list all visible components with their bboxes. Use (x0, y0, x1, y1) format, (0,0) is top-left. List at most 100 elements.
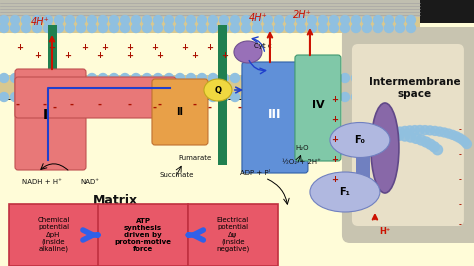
Circle shape (411, 133, 421, 143)
Circle shape (209, 93, 218, 102)
Circle shape (384, 23, 393, 32)
Circle shape (340, 73, 349, 82)
Bar (356, 155, 370, 180)
Text: Chemical
potential
ΔpH
(inside
alkaline): Chemical potential ΔpH (inside alkaline) (37, 218, 70, 252)
Circle shape (154, 23, 163, 32)
Circle shape (296, 23, 305, 32)
Circle shape (401, 126, 410, 135)
Circle shape (351, 23, 360, 32)
Circle shape (308, 15, 317, 24)
Circle shape (444, 129, 453, 138)
Text: -: - (458, 222, 461, 228)
Circle shape (460, 137, 469, 146)
Circle shape (376, 130, 386, 140)
Circle shape (230, 15, 239, 24)
Text: -: - (16, 100, 20, 110)
Circle shape (379, 132, 388, 141)
Text: -: - (458, 152, 461, 158)
Circle shape (253, 93, 262, 102)
Text: II: II (176, 107, 183, 117)
FancyBboxPatch shape (310, 23, 474, 266)
Text: +: + (331, 115, 338, 124)
Circle shape (274, 93, 283, 102)
Circle shape (241, 93, 250, 102)
Circle shape (21, 73, 30, 82)
Circle shape (21, 93, 30, 102)
Circle shape (368, 140, 377, 148)
Circle shape (395, 73, 404, 82)
Circle shape (76, 73, 85, 82)
Circle shape (99, 93, 108, 102)
Text: IV: IV (311, 100, 324, 110)
Circle shape (44, 15, 53, 24)
Circle shape (65, 93, 74, 102)
Bar (0, 30, 420, 80)
Circle shape (274, 15, 283, 24)
Circle shape (340, 23, 349, 32)
Circle shape (131, 23, 140, 32)
Ellipse shape (310, 172, 380, 212)
Circle shape (209, 23, 218, 32)
Circle shape (175, 15, 184, 24)
Circle shape (345, 139, 355, 149)
Text: III: III (268, 109, 282, 122)
Circle shape (340, 93, 349, 102)
Circle shape (274, 73, 283, 82)
Circle shape (164, 23, 173, 32)
Circle shape (319, 93, 328, 102)
Circle shape (296, 15, 305, 24)
Circle shape (359, 133, 369, 143)
Text: +: + (156, 51, 164, 60)
Circle shape (308, 23, 317, 32)
Text: Fumarate: Fumarate (178, 155, 211, 161)
Circle shape (433, 145, 443, 155)
Text: F₀: F₀ (355, 135, 365, 145)
FancyBboxPatch shape (242, 62, 308, 173)
Circle shape (209, 15, 218, 24)
Circle shape (198, 73, 207, 82)
Circle shape (10, 15, 19, 24)
Circle shape (44, 23, 53, 32)
Text: +: + (64, 51, 72, 60)
Circle shape (406, 73, 415, 82)
Circle shape (420, 126, 429, 135)
Ellipse shape (371, 103, 399, 193)
Circle shape (120, 93, 129, 102)
Text: I: I (43, 108, 47, 122)
Circle shape (253, 15, 262, 24)
Text: ½O₂ + 2H⁺: ½O₂ + 2H⁺ (282, 159, 321, 165)
Circle shape (0, 93, 9, 102)
Circle shape (154, 73, 163, 82)
Circle shape (44, 93, 53, 102)
Text: 4H⁺: 4H⁺ (31, 17, 49, 27)
Circle shape (164, 73, 173, 82)
Circle shape (21, 23, 30, 32)
Circle shape (198, 93, 207, 102)
Text: +: + (82, 43, 89, 52)
Circle shape (219, 15, 228, 24)
Text: +: + (35, 51, 42, 60)
Text: -: - (43, 100, 47, 110)
Circle shape (55, 73, 64, 82)
Circle shape (388, 130, 398, 140)
FancyBboxPatch shape (152, 79, 208, 145)
Circle shape (219, 73, 228, 82)
Circle shape (131, 73, 140, 82)
Circle shape (396, 127, 405, 136)
Circle shape (384, 15, 393, 24)
Circle shape (230, 73, 239, 82)
Text: 4H⁺: 4H⁺ (248, 13, 267, 23)
Circle shape (364, 132, 374, 142)
Text: +: + (101, 43, 109, 52)
Text: ATP
synthesis
driven by
proton-motive
force: ATP synthesis driven by proton-motive fo… (115, 218, 172, 252)
FancyBboxPatch shape (352, 44, 464, 226)
Circle shape (391, 128, 400, 137)
Circle shape (154, 93, 163, 102)
Circle shape (186, 73, 195, 82)
Text: +: + (182, 43, 189, 52)
Circle shape (241, 23, 250, 32)
Text: +: + (207, 43, 213, 52)
Text: -: - (193, 100, 197, 110)
Circle shape (329, 73, 338, 82)
Circle shape (88, 15, 97, 24)
